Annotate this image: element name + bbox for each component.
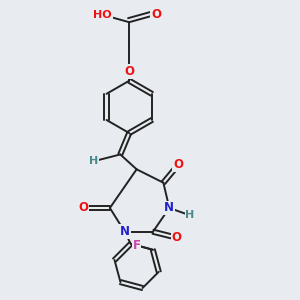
Text: N: N (164, 202, 174, 214)
Text: O: O (151, 8, 161, 21)
Text: O: O (78, 202, 88, 214)
Text: N: N (120, 225, 130, 238)
Text: O: O (173, 158, 183, 171)
Text: O: O (172, 231, 182, 244)
Text: O: O (124, 65, 134, 78)
Text: F: F (133, 239, 140, 252)
Text: H: H (185, 210, 195, 220)
Text: HO: HO (93, 10, 112, 20)
Text: H: H (89, 156, 98, 166)
